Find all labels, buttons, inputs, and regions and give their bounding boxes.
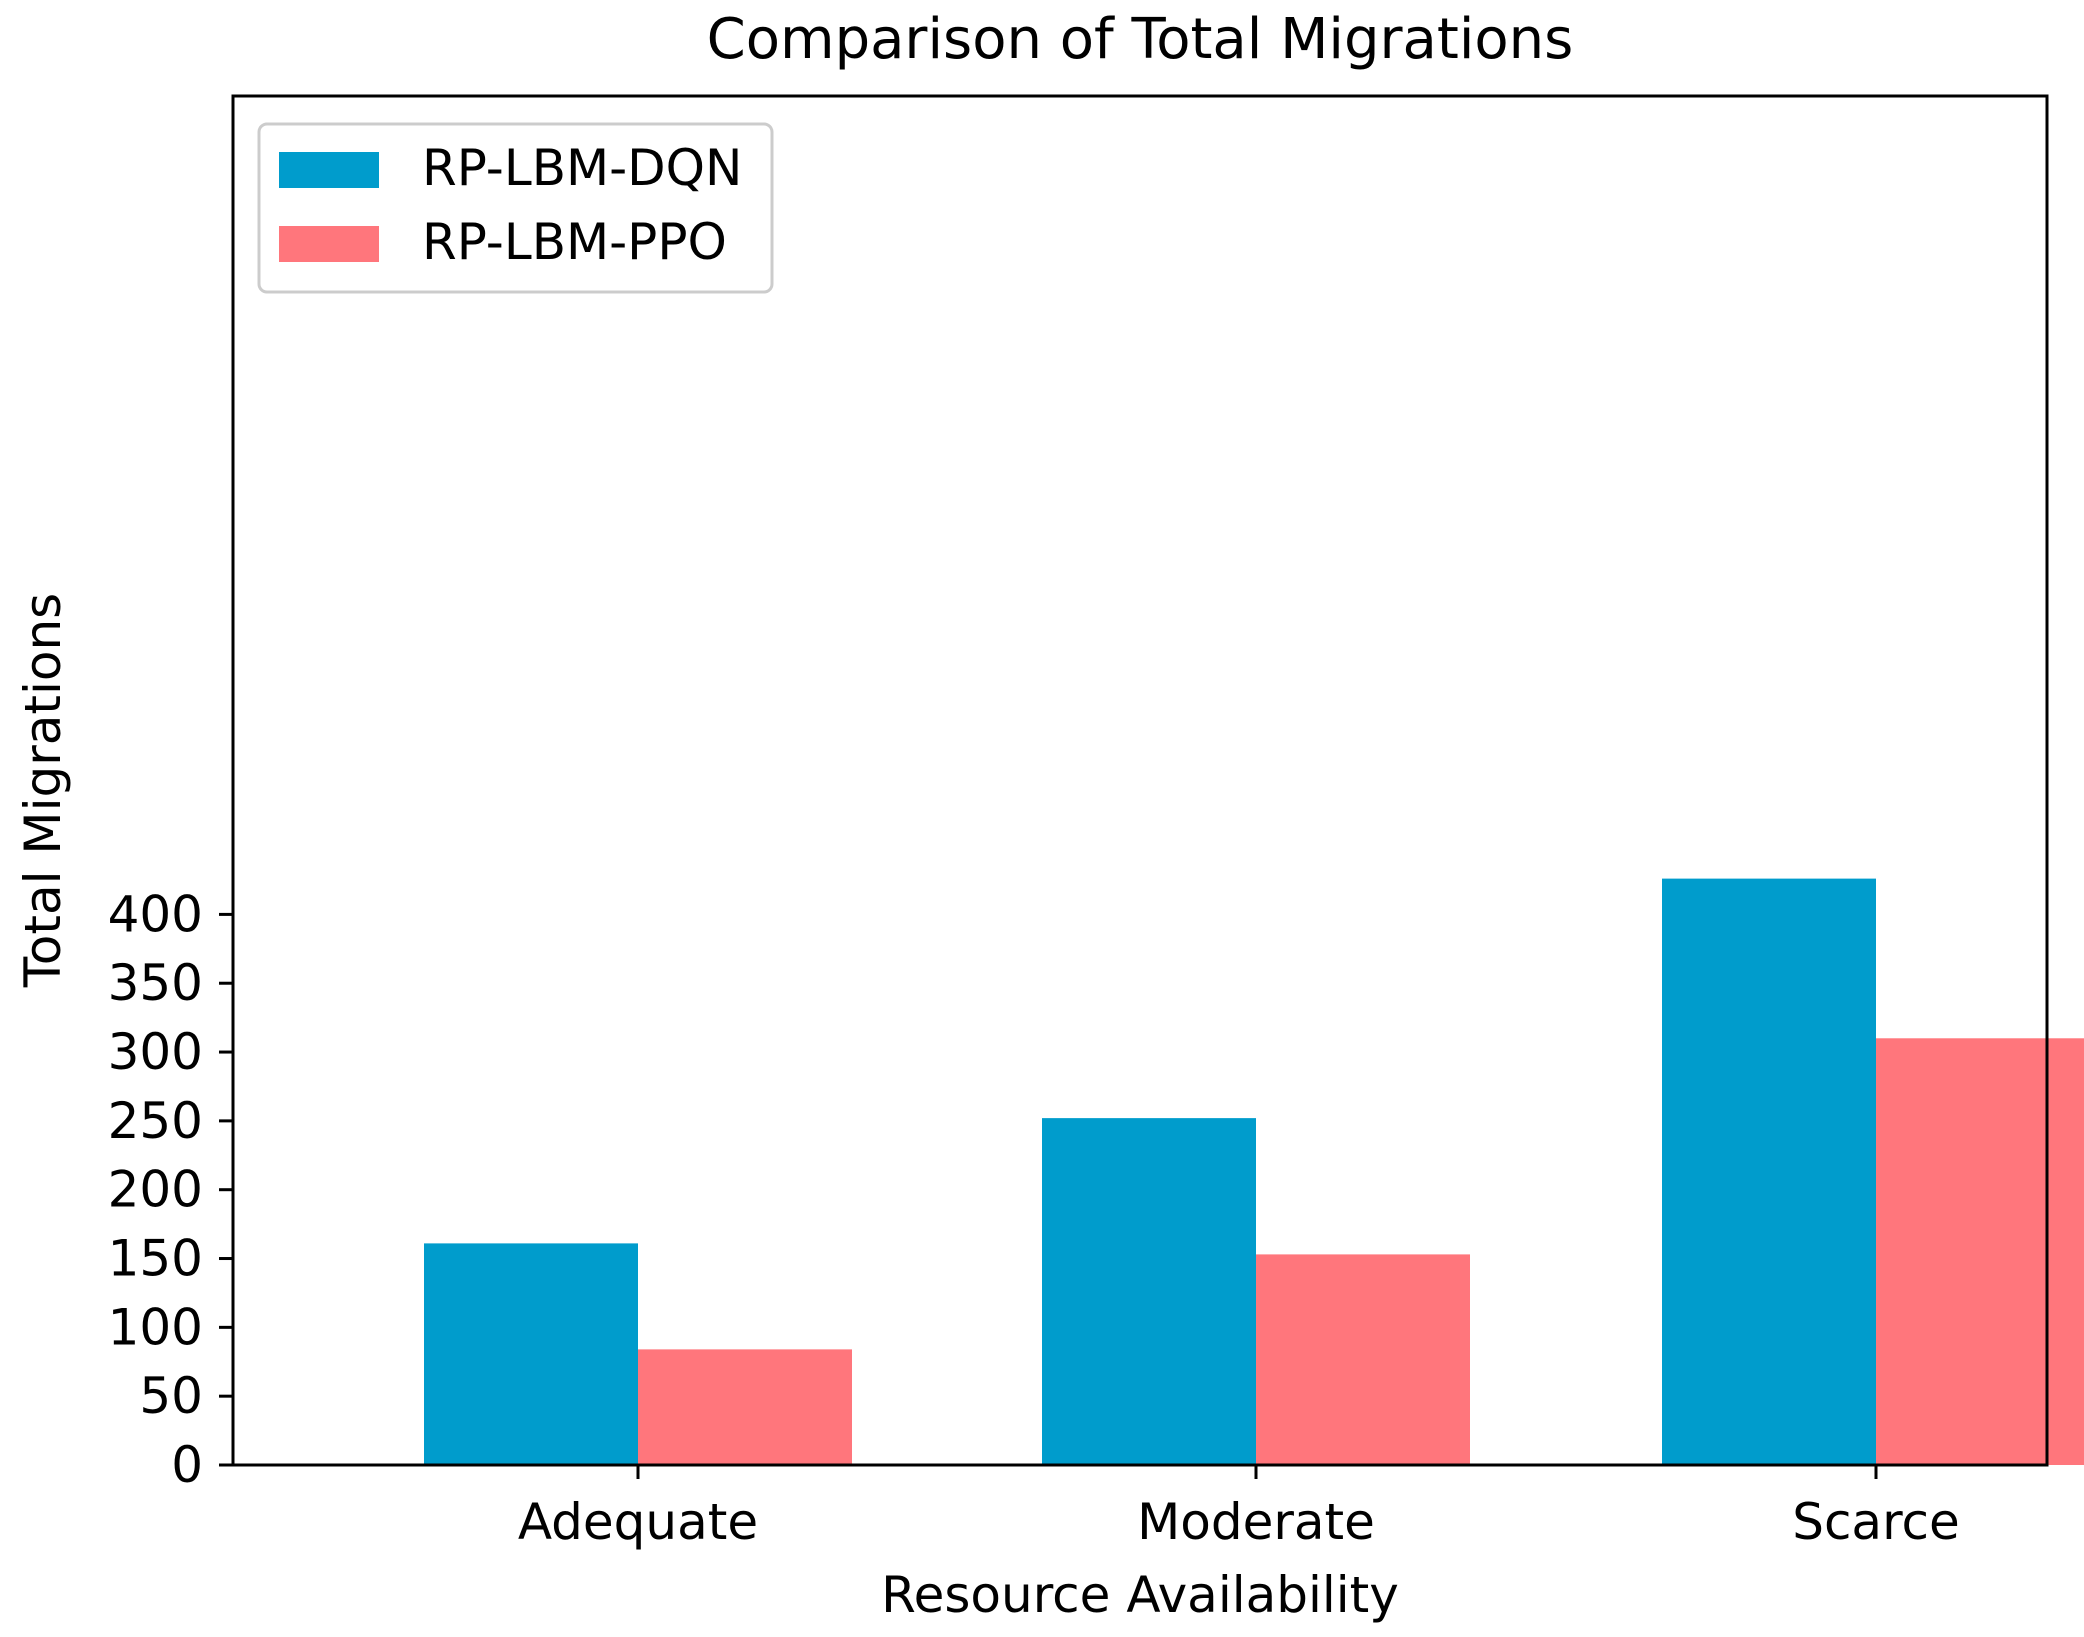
bar-rp-lbm-dqn-scarce	[1662, 878, 1876, 1465]
y-tick-label-50: 50	[139, 1367, 203, 1425]
x-axis-label: Resource Availability	[881, 1566, 1399, 1624]
bars-layer	[424, 878, 2084, 1465]
ticks-layer: Adequate Moderate Scarce 0 50 100 150 200 250 300…	[108, 885, 1960, 1551]
legend-label-rp-lbm-ppo: RP-LBM-PPO	[422, 213, 727, 271]
chart-title: Comparison of Total Migrations	[707, 7, 1574, 72]
bar-rp-lbm-ppo-adequate	[638, 1349, 852, 1465]
y-tick-label-250: 250	[108, 1092, 203, 1150]
y-tick-label-200: 200	[108, 1161, 203, 1219]
bar-rp-lbm-ppo-moderate	[1256, 1254, 1470, 1465]
y-tick-label-0: 0	[171, 1436, 203, 1494]
legend-label-rp-lbm-dqn: RP-LBM-DQN	[422, 139, 742, 197]
x-tick-label-adequate: Adequate	[518, 1493, 758, 1551]
x-tick-label-moderate: Moderate	[1137, 1493, 1375, 1551]
bar-rp-lbm-dqn-adequate	[424, 1243, 638, 1465]
bar-rp-lbm-dqn-moderate	[1042, 1118, 1256, 1465]
legend: RP-LBM-DQN RP-LBM-PPO	[257, 122, 774, 294]
y-tick-label-350: 350	[108, 954, 203, 1012]
y-tick-label-400: 400	[108, 885, 203, 943]
legend-swatch-rp-lbm-dqn	[279, 152, 379, 188]
bar-rp-lbm-ppo-scarce	[1876, 1038, 2084, 1465]
y-tick-label-300: 300	[108, 1023, 203, 1081]
y-tick-label-100: 100	[108, 1298, 203, 1356]
axes-frame	[231, 94, 2049, 1467]
y-tick-label-150: 150	[108, 1230, 203, 1288]
legend-swatch-rp-lbm-ppo	[279, 226, 379, 262]
x-tick-label-scarce: Scarce	[1792, 1493, 1960, 1551]
y-axis-label: Total Migrations	[14, 593, 72, 988]
legend-box	[257, 122, 774, 294]
